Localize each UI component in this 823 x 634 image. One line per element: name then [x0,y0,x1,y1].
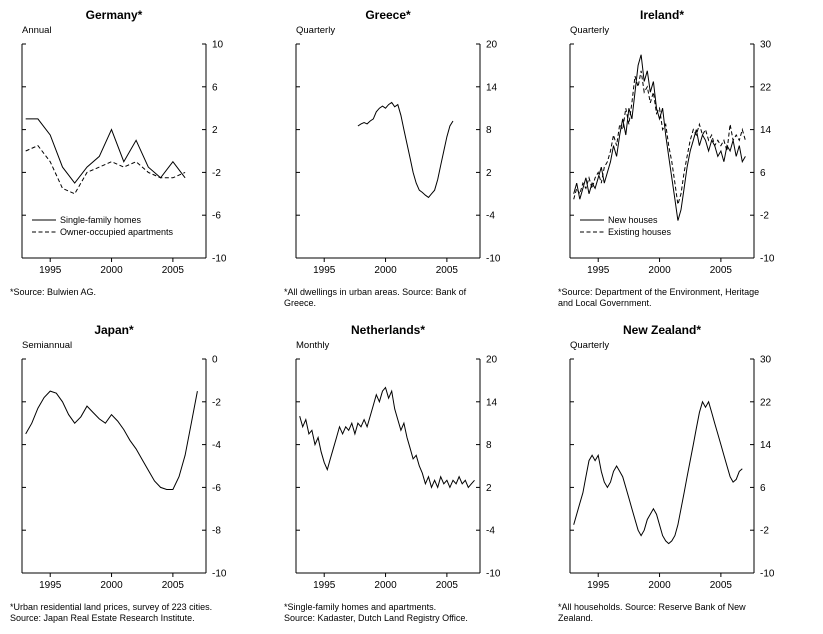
svg-text:2000: 2000 [648,580,671,591]
source-note-netherlands: *Single-family homes and apartments. Sou… [284,602,468,624]
svg-text:30: 30 [760,355,772,366]
chart-title-germany: Germany* [85,8,143,22]
svg-text:-10: -10 [486,254,501,265]
svg-text:-2: -2 [760,526,769,537]
chart-title-japan: Japan* [94,323,134,337]
svg-text:6: 6 [212,82,218,93]
svg-text:30: 30 [760,40,772,51]
frequency-label-greece: Quarterly [296,25,336,36]
line-chart-japan: 0 -2 -4 -6 -8 -10 1995 2000 2005 [21,355,227,591]
svg-text:-2: -2 [760,211,769,222]
line-chart-netherlands: 20 14 8 2 -4 -10 1995 2000 2005 [295,355,501,591]
svg-text:-10: -10 [760,254,775,265]
svg-text:2000: 2000 [374,580,397,591]
svg-text:2005: 2005 [710,265,733,276]
source-note-germany: *Source: Bulwien AG. [10,287,97,297]
svg-text:-6: -6 [212,211,221,222]
frequency-label-ireland: Quarterly [570,25,610,36]
svg-text:10: 10 [212,40,224,51]
svg-text:2000: 2000 [100,580,123,591]
frequency-label-netherlands: Monthly [296,340,330,351]
svg-text:-10: -10 [760,569,775,580]
svg-text:-8: -8 [212,526,221,537]
chart-panel-ireland: Ireland* Quarterly 30 22 14 6 -2 -10 1995 2000 2… [548,4,822,319]
chart-title-new-zealand: New Zealand* [622,323,702,337]
svg-text:2000: 2000 [374,265,397,276]
chart-panel-japan: Japan* Semiannual 0 -2 -4 -6 -8 -10 1995 2000 20… [0,319,274,634]
frequency-label-japan: Semiannual [22,340,73,351]
chart-panel-netherlands: Netherlands* Monthly 20 14 8 2 -4 -10 1995 2000… [274,319,548,634]
svg-text:2: 2 [486,168,492,179]
svg-text:20: 20 [486,355,498,366]
chart-title-ireland: Ireland* [639,8,684,22]
svg-text:1995: 1995 [39,265,62,276]
svg-text:2005: 2005 [436,580,459,591]
svg-text:14: 14 [760,440,772,451]
chart-title-greece: Greece* [365,8,411,22]
source-note-greece: *All dwellings in urban areas. Source: B… [284,287,467,309]
svg-text:22: 22 [760,397,772,408]
svg-text:2005: 2005 [710,580,733,591]
svg-text:1995: 1995 [587,265,610,276]
svg-text:New houses: New houses [608,215,658,225]
svg-text:2005: 2005 [162,265,185,276]
line-chart-greece: 20 14 8 2 -4 -10 1995 2000 2005 [295,40,501,276]
frequency-label-new-zealand: Quarterly [570,340,610,351]
svg-text:-4: -4 [486,526,495,537]
svg-text:22: 22 [760,82,772,93]
svg-text:-4: -4 [212,440,221,451]
svg-text:1995: 1995 [587,580,610,591]
svg-text:14: 14 [760,125,772,136]
svg-text:-2: -2 [212,168,221,179]
svg-text:2000: 2000 [648,265,671,276]
line-chart-new-zealand: 30 22 14 6 -2 -10 1995 2000 2005 [569,355,775,591]
svg-text:14: 14 [486,397,498,408]
svg-text:-10: -10 [486,569,501,580]
svg-text:8: 8 [486,440,492,451]
svg-text:2000: 2000 [100,265,123,276]
svg-text:6: 6 [760,483,766,494]
svg-text:8: 8 [486,125,492,136]
svg-text:20: 20 [486,40,498,51]
svg-text:Single-family homes: Single-family homes [60,215,142,225]
line-chart-germany: 10 6 2 -2 -6 -10 1995 2000 2005 Single-family hom… [21,40,227,276]
frequency-label-germany: Annual [22,25,52,36]
chart-title-netherlands: Netherlands* [350,323,426,337]
svg-text:2005: 2005 [162,580,185,591]
source-note-ireland: *Source: Department of the Environment, … [558,287,760,309]
chart-panel-new-zealand: New Zealand* Quarterly 30 22 14 6 -2 -10 1995 2… [548,319,822,634]
svg-text:1995: 1995 [39,580,62,591]
svg-text:6: 6 [760,168,766,179]
line-chart-ireland: 30 22 14 6 -2 -10 1995 2000 2005 New houses Existi… [569,40,775,276]
svg-text:-10: -10 [212,569,227,580]
chart-panel-greece: Greece* Quarterly 20 14 8 2 -4 -10 1995 2000 200… [274,4,548,319]
svg-text:0: 0 [212,355,218,366]
chart-panel-germany: Germany* Annual 10 6 2 -2 -6 -10 1995 2000 2005 S… [0,4,274,319]
svg-text:-6: -6 [212,483,221,494]
svg-text:-2: -2 [212,397,221,408]
svg-text:Existing houses: Existing houses [608,227,672,237]
svg-text:1995: 1995 [313,580,336,591]
svg-text:1995: 1995 [313,265,336,276]
svg-text:-4: -4 [486,211,495,222]
source-note-new-zealand: *All households. Source: Reserve Bank of… [558,602,746,624]
svg-text:2005: 2005 [436,265,459,276]
svg-text:2: 2 [212,125,218,136]
svg-text:2: 2 [486,483,492,494]
svg-text:14: 14 [486,82,498,93]
source-note-japan: *Urban residential land prices, survey o… [10,602,213,624]
svg-text:-10: -10 [212,254,227,265]
svg-text:Owner-occupied apartments: Owner-occupied apartments [60,227,174,237]
